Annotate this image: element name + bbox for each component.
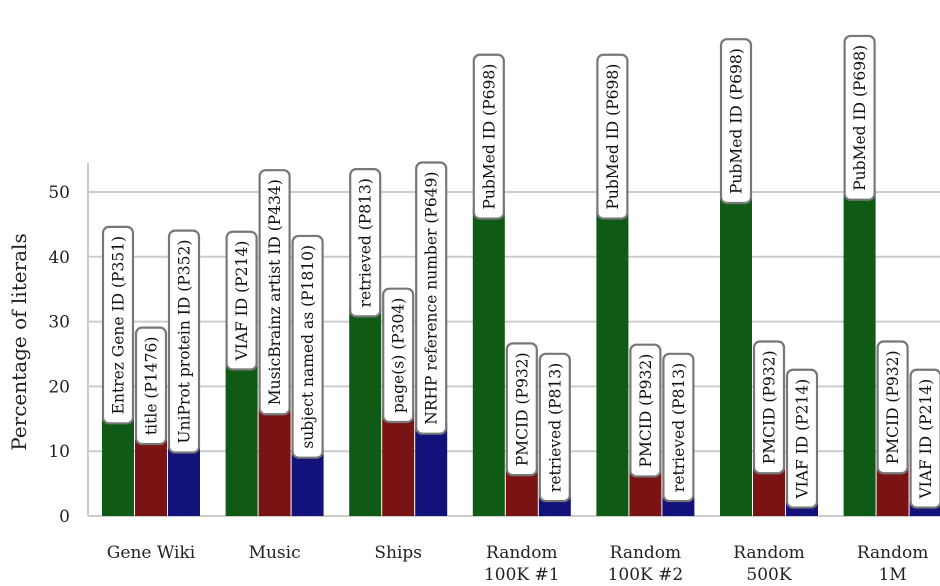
bar-label-box [258,169,291,416]
bar-label-box [505,342,538,477]
bar-label: VIAF ID (P214) [794,379,812,500]
bar-label: NRHP reference number (P649) [423,172,441,425]
y-tick-label: 40 [48,248,70,268]
x-tick-label: Random [733,543,805,563]
bar [472,207,505,516]
x-tick-label: 1M [878,565,906,585]
bar-label-box [629,343,662,478]
x-tick-label: 100K #1 [484,565,560,585]
y-tick-label: 0 [59,507,70,527]
bar-label-box [101,225,135,425]
bar-label-box [134,326,168,446]
bar-label: PMCID (P932) [884,350,902,464]
bar [349,305,382,516]
bar-label: page(s) (P304) [390,298,408,413]
bar-label-box [752,340,786,475]
bar-label-box [843,34,876,201]
bar-label-box [909,368,940,509]
bar-labels: Entrez Gene ID (P351) title (P1476) UniPro… [101,34,940,509]
bar-label: retrieved (P813) [670,363,688,492]
bar [720,192,752,516]
bar [168,441,200,516]
bar-label: UniProt protein ID (P352) [176,240,194,444]
bar-label-box [538,352,571,503]
bar-label: retrieved (P813) [546,363,564,492]
x-tick-label: 500K [746,565,791,585]
bar [596,207,629,516]
y-tick-label: 10 [48,442,70,462]
bar-label: PMCID (P932) [761,350,779,464]
bar-label-box [876,340,909,475]
bar [258,403,291,516]
bar-label-box [785,368,819,509]
bar-label-box [382,287,415,424]
bar-label-box [719,38,753,205]
x-tick-label: Random [857,543,929,563]
x-tick-label: Ships [374,543,422,563]
bar-label-box [662,352,695,503]
bar-label-box [225,230,258,371]
bar-label-box [472,53,505,220]
bar [135,433,167,516]
bar [225,358,258,516]
bar-label: PMCID (P932) [513,352,531,466]
bar-label-box [167,229,201,454]
y-axis-title: Percentage of literals [7,233,31,450]
x-tick-label: Random [486,543,558,563]
x-tick-label: Gene Wiki [107,543,196,563]
bar-label: VIAF ID (P214) [917,379,935,500]
y-tick-label: 50 [48,183,70,203]
bar [415,422,448,516]
bar-label: PubMed ID (P698) [851,45,869,191]
bar-label: PubMed ID (P698) [604,64,622,210]
bar-label: retrieved (P813) [357,178,375,307]
x-tick-label: Random [610,543,682,563]
y-axis: 0 10 20 30 40 50 [48,162,89,527]
bar [382,411,415,516]
bar-label-box [291,234,324,459]
y-tick-label: 20 [48,377,70,397]
bar-label-box [596,53,629,220]
x-tick-label: 100K #2 [608,565,684,585]
bar-label: PubMed ID (P698) [728,48,746,194]
x-tick-label: Music [249,543,301,563]
bars [102,188,940,516]
bar-label: VIAF ID (P214) [233,241,251,362]
y-tick-label: 30 [48,313,70,333]
bar-label: Entrez Gene ID (P351) [110,236,128,414]
bar-label: subject named as (P1810) [299,245,317,449]
bar-label-box [415,161,448,435]
bar-label: title (P1476) [143,337,161,435]
bar-label-box [349,168,382,318]
bar-label: PubMed ID (P698) [480,64,498,210]
bar-label: MusicBrainz artist ID (P434) [266,179,284,405]
bar-label: PMCID (P932) [637,354,655,468]
bar [102,412,134,516]
bar [843,188,876,516]
